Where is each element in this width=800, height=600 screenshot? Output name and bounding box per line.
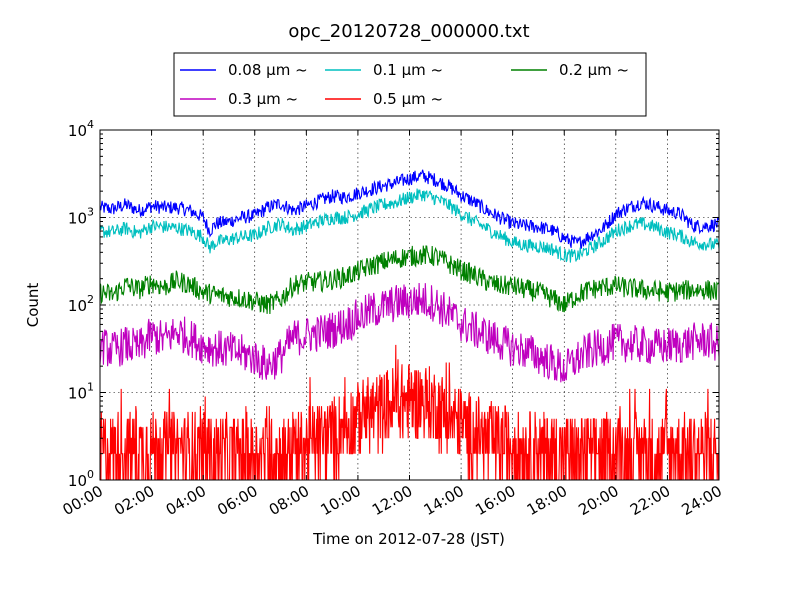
y-tick-label: 100 (68, 468, 94, 490)
series-line (99, 245, 720, 315)
y-tick-label: 101 (68, 381, 94, 403)
series-line (99, 169, 720, 250)
chart-title: opc_20120728_000000.txt (288, 21, 529, 42)
legend-label: 0.1 μm ~ (373, 61, 443, 79)
y-tick-label: 102 (68, 293, 94, 315)
x-axis-label: Time on 2012-07-28 (JST) (312, 530, 505, 548)
y-tick-label: 103 (68, 206, 94, 228)
y-axis: 100 101 102 103 104 (68, 118, 719, 490)
legend-label: 0.5 μm ~ (373, 90, 443, 108)
y-tick-label: 104 (68, 118, 94, 140)
y-axis-label: Count (24, 283, 42, 328)
legend-label: 0.08 μm ~ (228, 61, 308, 79)
legend-label: 0.2 μm ~ (559, 61, 629, 79)
legend: 0.08 μm ~ 0.1 μm ~ 0.2 μm ~ 0.3 μm ~ 0.5 μm … (173, 52, 647, 117)
series-line (99, 282, 720, 383)
series-layer (99, 169, 720, 481)
series-line (99, 188, 720, 263)
legend-label: 0.3 μm ~ (228, 90, 298, 108)
legend-box (173, 52, 647, 117)
